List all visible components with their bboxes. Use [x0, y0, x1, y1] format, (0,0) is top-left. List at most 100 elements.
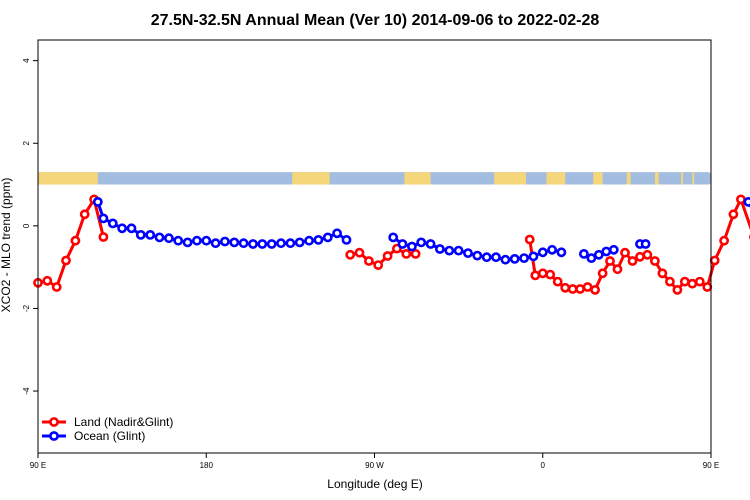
data-point — [191, 235, 202, 246]
data-point — [679, 276, 690, 287]
data-point — [635, 251, 645, 262]
data-point — [219, 236, 230, 247]
data-point — [363, 256, 374, 266]
data-point — [524, 234, 535, 245]
data-point — [472, 250, 483, 261]
data-point — [425, 239, 436, 249]
data-point — [304, 235, 314, 246]
data-point — [560, 282, 571, 293]
data-point — [416, 237, 427, 248]
data-point — [709, 255, 720, 266]
data-point — [672, 284, 683, 295]
data-point — [79, 209, 90, 220]
data-point — [382, 251, 393, 261]
data-point — [154, 232, 165, 243]
data-point — [719, 235, 729, 246]
x-tick-label: 90 E — [30, 461, 46, 470]
data-point — [665, 276, 675, 287]
data-point — [345, 249, 356, 260]
data-point — [605, 256, 615, 266]
land-band-segment — [654, 172, 659, 185]
data-point — [434, 244, 445, 254]
data-point — [687, 278, 698, 289]
y-axis-label: XCO2 - MLO trend (ppm) — [0, 178, 13, 313]
data-point — [341, 234, 352, 245]
land-band-segment — [292, 172, 330, 185]
land-band-segment — [692, 172, 695, 185]
data-point — [173, 235, 184, 246]
plot-frame — [37, 39, 712, 454]
y-tick-label: -2 — [22, 304, 31, 312]
data-point — [597, 268, 608, 279]
y-tick-label: 2 — [22, 140, 31, 145]
legend-label: Land (Nadir&Glint) — [74, 415, 173, 429]
data-point — [627, 256, 638, 266]
data-point — [642, 249, 653, 260]
series-line — [37, 197, 105, 289]
data-point — [145, 229, 156, 240]
land-band-segment — [38, 172, 98, 185]
data-point — [92, 196, 103, 207]
data-point — [743, 197, 750, 207]
data-point — [61, 255, 71, 266]
data-point — [586, 253, 597, 263]
legend-label: Ocean (Glint) — [74, 429, 145, 443]
data-point — [444, 245, 455, 256]
data-point — [545, 269, 556, 280]
data-point — [640, 239, 651, 249]
data-point — [410, 248, 421, 259]
data-point — [294, 237, 305, 248]
data-point — [276, 238, 286, 249]
series — [33, 194, 750, 295]
data-point — [537, 268, 548, 279]
data-point — [537, 247, 548, 258]
y-tick-label: 4 — [22, 58, 31, 63]
land-band-segment — [626, 172, 631, 185]
y-tick-label: -4 — [22, 387, 31, 395]
data-point — [126, 223, 137, 234]
data-point — [332, 228, 342, 239]
land-ocean-band — [38, 172, 711, 185]
x-tick-label: 90 E — [703, 461, 719, 470]
data-point — [257, 239, 268, 249]
data-point — [593, 249, 604, 260]
data-point — [702, 282, 713, 292]
data-point — [728, 209, 739, 220]
data-point — [509, 253, 520, 264]
legend-marker — [49, 417, 59, 427]
x-tick-label: 0 — [541, 461, 546, 470]
data-point — [491, 252, 501, 263]
data-point — [547, 244, 557, 255]
data-point — [736, 194, 746, 205]
x-tick-label: 180 — [200, 461, 214, 470]
data-point — [182, 237, 193, 248]
data-point — [608, 244, 619, 255]
data-point — [590, 284, 600, 295]
land-band-segment — [681, 172, 683, 185]
data-point — [248, 239, 258, 249]
x-tick-label: 90 W — [365, 461, 384, 470]
data-point — [406, 241, 417, 252]
data-point — [238, 238, 249, 249]
data-point — [528, 251, 539, 262]
data-point — [463, 248, 473, 258]
data-point — [556, 247, 567, 258]
data-point — [51, 282, 62, 292]
data-point — [620, 247, 630, 258]
data-point — [401, 248, 412, 259]
data-point — [657, 268, 668, 279]
data-point — [612, 264, 623, 275]
data-point — [519, 253, 529, 263]
data-point — [98, 232, 109, 242]
ocean-band — [38, 172, 711, 185]
data-point — [163, 233, 174, 244]
data-point — [694, 276, 705, 287]
chart-title: 27.5N-32.5N Annual Mean (Ver 10) 2014-09… — [151, 12, 600, 29]
data-point — [210, 238, 221, 249]
data-point — [285, 238, 296, 249]
legend: Land (Nadir&Glint)Ocean (Glint) — [42, 415, 173, 443]
series-ocean — [92, 196, 750, 265]
data-point — [354, 247, 365, 258]
land-band-segment — [593, 172, 603, 185]
legend-marker — [49, 431, 59, 441]
